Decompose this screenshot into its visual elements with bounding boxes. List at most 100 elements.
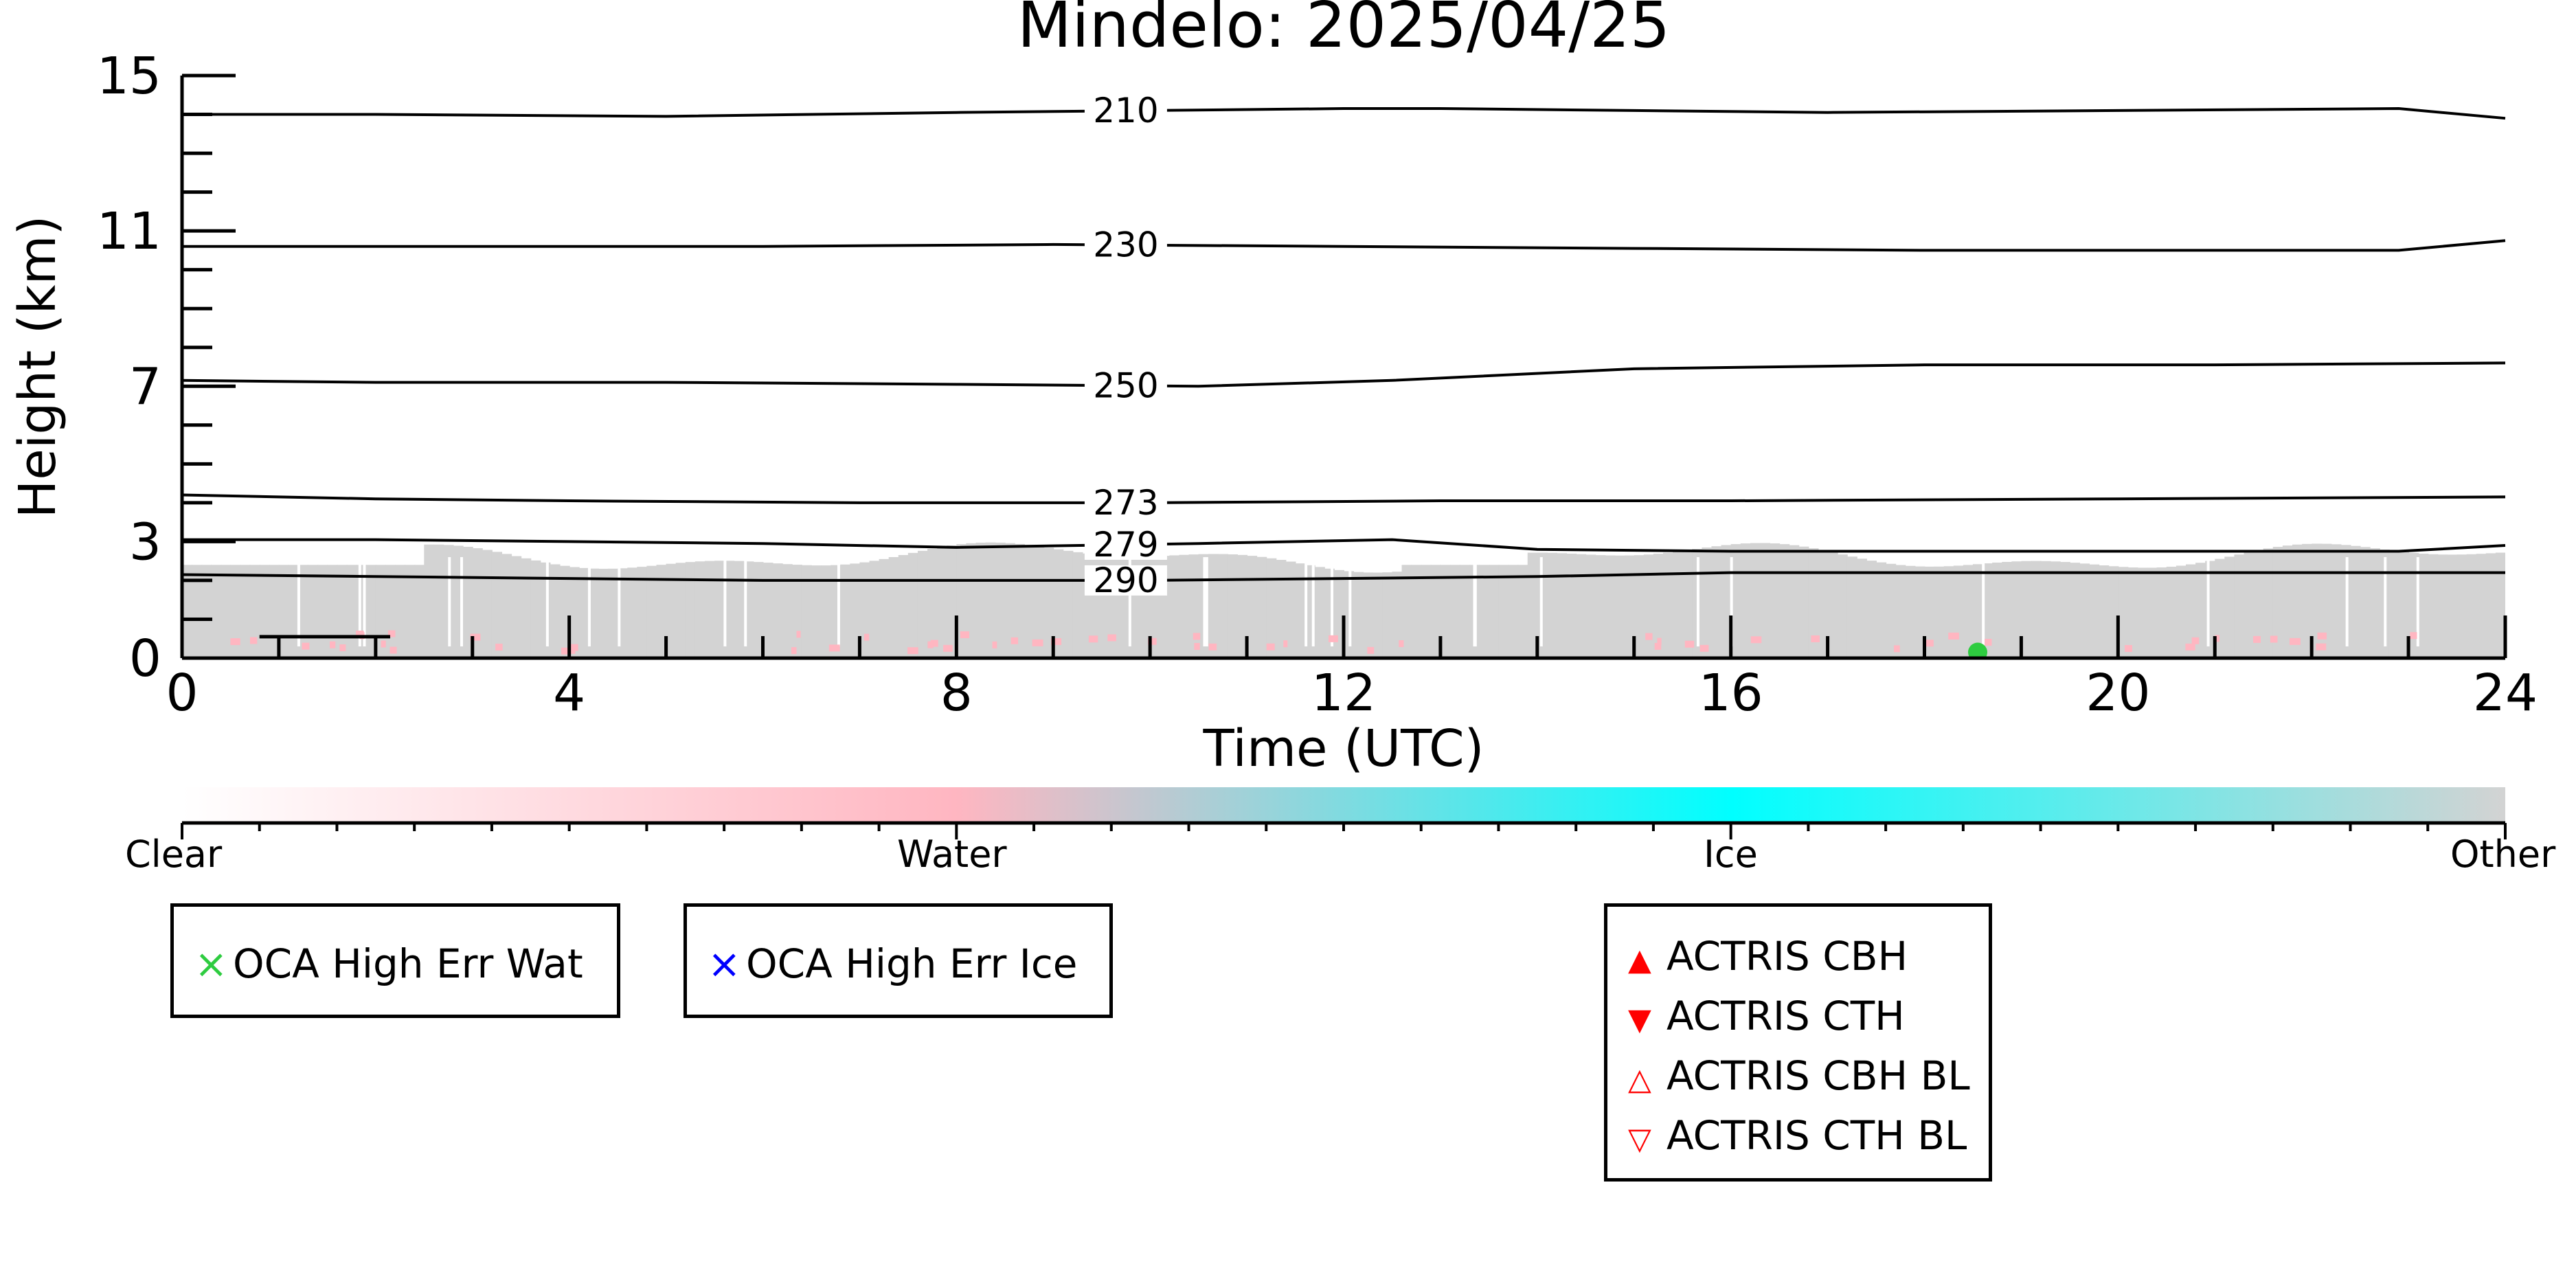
- other-class-column: [2447, 554, 2458, 658]
- other-class-column: [346, 565, 357, 658]
- water-class-pixel: [2410, 632, 2417, 640]
- other-class-column: [714, 561, 725, 658]
- other-class-column: [1353, 572, 1364, 658]
- clear-gap: [363, 557, 366, 647]
- other-class-column: [1392, 572, 1403, 658]
- other-class-column: [1517, 565, 1528, 658]
- other-class-column: [694, 561, 705, 658]
- colorbar-label-water: Water: [897, 833, 1007, 876]
- clear-gap: [1539, 557, 1543, 647]
- other-class-column: [1770, 543, 1781, 658]
- triangle-down-outline-icon: ▽: [1628, 1122, 1651, 1157]
- other-class-column: [2418, 553, 2429, 658]
- other-class-column: [385, 565, 396, 658]
- other-class-column: [337, 565, 348, 658]
- contour-label: 250: [1093, 365, 1158, 405]
- clear-gap: [1473, 557, 1476, 647]
- other-class-column: [2408, 552, 2419, 658]
- other-class-column: [1479, 565, 1490, 658]
- clear-gap: [587, 557, 591, 647]
- other-class-column: [1034, 546, 1045, 658]
- other-class-column: [1895, 565, 1906, 658]
- water-class-pixel: [1051, 638, 1062, 646]
- colorbar-label-clear: Clear: [125, 833, 223, 876]
- other-class-column: [1866, 561, 1877, 658]
- water-class-pixel: [1893, 645, 1900, 653]
- other-class-column: [1963, 565, 1974, 658]
- other-class-column: [2099, 565, 2110, 658]
- other-class-column: [192, 565, 203, 658]
- water-class-pixel: [1750, 636, 1762, 644]
- contour-line: [182, 538, 2506, 553]
- clear-gap: [837, 557, 840, 647]
- x-tick-label: 16: [1699, 664, 1763, 723]
- water-class-pixel: [1985, 638, 1992, 646]
- other-class-column: [675, 563, 686, 658]
- other-class-column: [1053, 549, 1064, 658]
- other-class-column: [240, 565, 251, 658]
- other-class-column: [2108, 566, 2119, 658]
- other-class-column: [521, 558, 532, 658]
- other-class-column: [917, 550, 929, 658]
- other-class-column: [559, 565, 570, 658]
- other-class-column: [578, 567, 589, 658]
- contour-label: 273: [1093, 483, 1158, 523]
- other-class-column: [1382, 572, 1393, 658]
- clear-gap: [1205, 557, 1208, 647]
- water-class-pixel: [230, 638, 240, 646]
- y-tick-label: 11: [97, 202, 161, 261]
- other-class-column: [1798, 546, 1809, 658]
- water-class-pixel: [495, 644, 503, 651]
- contour-line: [182, 239, 2506, 252]
- other-class-column: [278, 565, 290, 658]
- other-class-column: [414, 565, 425, 658]
- contour-label: 230: [1093, 225, 1158, 265]
- legend-item: △ ACTRIS CBH BL: [1628, 1052, 1970, 1100]
- legend-item: ▼ ACTRIS CTH: [1628, 992, 1905, 1040]
- clear-gap: [1128, 557, 1131, 647]
- water-class-pixel: [1811, 635, 1820, 642]
- other-class-column: [637, 567, 648, 658]
- water-class-pixel: [1088, 635, 1098, 643]
- water-class-pixel: [1367, 646, 1375, 654]
- legend-item: ▲ ACTRIS CBH: [1628, 932, 1908, 980]
- water-class-pixel: [1148, 637, 1157, 645]
- other-class-column: [511, 556, 522, 658]
- contour-label-bg: [1084, 565, 1167, 596]
- other-class-column: [2011, 561, 2022, 658]
- other-class-column: [1217, 554, 1228, 658]
- water-class-pixel: [992, 641, 997, 648]
- contour-label: 290: [1093, 561, 1158, 600]
- x-tick-label: 0: [166, 664, 198, 723]
- other-class-column: [1886, 563, 1897, 658]
- water-class-pixel: [1645, 633, 1653, 640]
- other-class-column: [685, 562, 696, 658]
- other-class-column: [1401, 565, 1412, 658]
- other-class-column: [956, 544, 967, 658]
- other-class-column: [1789, 545, 1800, 658]
- other-class-column: [2040, 561, 2051, 658]
- other-class-column: [1460, 565, 1471, 658]
- other-class-column: [1808, 548, 1819, 658]
- other-class-column: [2437, 554, 2448, 658]
- water-class-pixel: [2253, 635, 2261, 643]
- other-class-column: [1169, 555, 1180, 658]
- other-class-column: [1421, 565, 1432, 658]
- other-class-column: [947, 545, 958, 658]
- other-class-column: [289, 565, 300, 658]
- water-class-pixel: [389, 646, 397, 654]
- other-class-column: [2185, 564, 2197, 658]
- other-class-column: [1430, 565, 1441, 658]
- triangle-down-icon: ▼: [1628, 1002, 1651, 1037]
- other-class-column: [2118, 567, 2129, 658]
- other-class-column: [1827, 552, 1838, 658]
- water-class-pixel: [1684, 640, 1695, 648]
- other-class-column: [2466, 554, 2477, 658]
- other-class-column: [2079, 563, 2090, 658]
- water-class-pixel: [356, 630, 364, 637]
- other-class-column: [1992, 562, 2003, 658]
- other-class-column: [907, 552, 918, 658]
- other-class-column: [888, 556, 899, 658]
- other-class-column: [1972, 564, 1984, 658]
- legend-label: ACTRIS CTH BL: [1667, 1112, 1967, 1159]
